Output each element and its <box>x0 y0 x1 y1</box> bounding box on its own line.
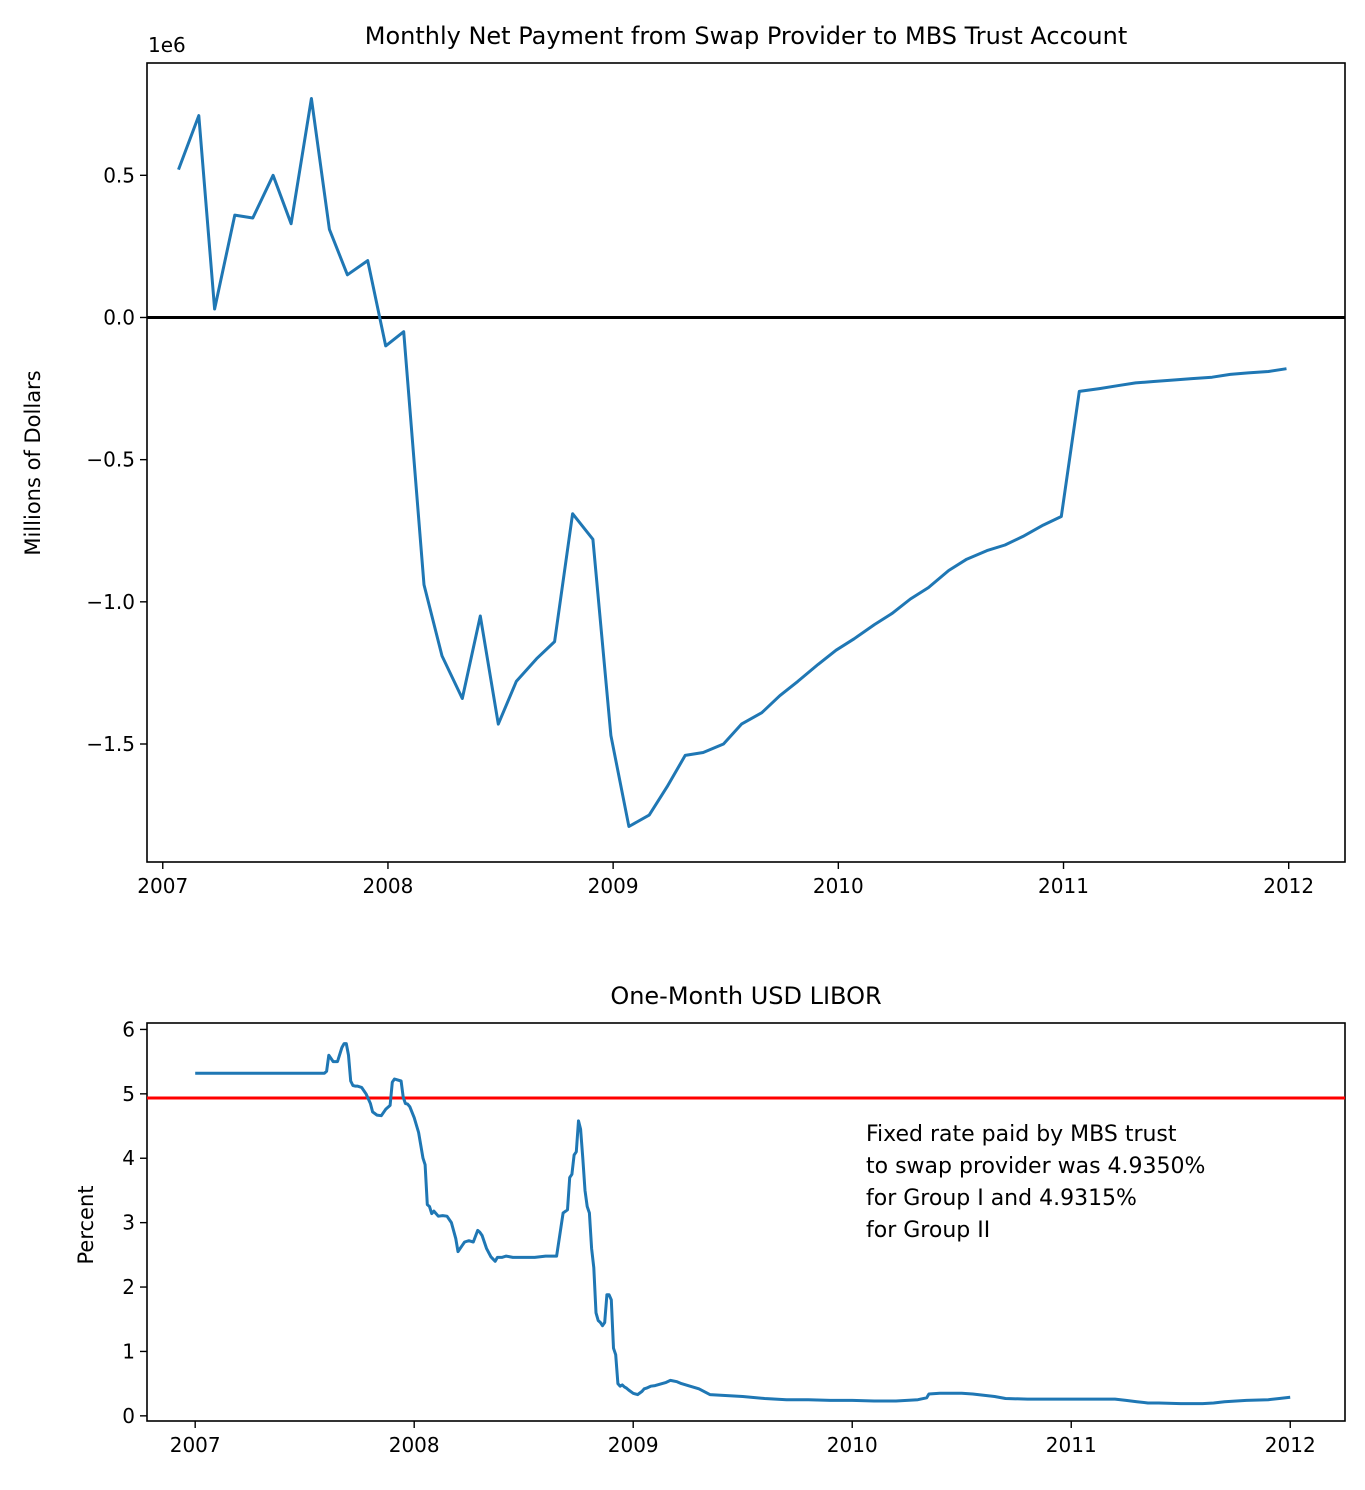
x-tick-label: 2008 <box>389 1433 440 1457</box>
y-tick-label: −1.0 <box>86 590 135 614</box>
y-tick-label: 6 <box>122 1017 135 1041</box>
y-axis-label: Percent <box>74 1185 98 1264</box>
x-tick-label: 2010 <box>827 1433 878 1457</box>
y-tick-label: 0.5 <box>103 163 135 187</box>
x-tick-label: 2012 <box>1265 1433 1316 1457</box>
y-tick-label: 0 <box>122 1404 135 1428</box>
y-tick-label: 0.0 <box>103 305 135 329</box>
x-tick-label: 2007 <box>137 874 188 898</box>
libor-chart: One-Month USD LIBOR Percent 2007 2008 2009… <box>74 982 1346 1457</box>
annotation-line: to swap provider was 4.9350% <box>866 1154 1205 1179</box>
y-tick-label: 5 <box>122 1082 135 1106</box>
y-tick-label: 1 <box>122 1339 135 1363</box>
net-payment-chart: Monthly Net Payment from Swap Provider t… <box>21 22 1346 898</box>
plot-area: 2007 2008 2009 2010 2011 2012 −1.5 −1.0 −0.5 0.0 0… <box>86 62 1346 898</box>
y-axis-label: Millions of Dollars <box>21 370 45 555</box>
x-tick-label: 2009 <box>588 874 639 898</box>
fixed-rate-annotation: Fixed rate paid by MBS trust to swap pro… <box>866 1122 1205 1243</box>
y-tick-label: 4 <box>122 1146 135 1170</box>
x-tick-label: 2008 <box>362 874 413 898</box>
x-tick-label: 2012 <box>1263 874 1314 898</box>
annotation-line: Fixed rate paid by MBS trust <box>866 1122 1177 1147</box>
y-offset-text: 1e6 <box>148 33 186 57</box>
x-tick-label: 2010 <box>813 874 864 898</box>
y-tick-label: 2 <box>122 1275 135 1299</box>
series-line <box>177 97 1287 828</box>
chart-title: One-Month USD LIBOR <box>610 982 881 1010</box>
axes-frame <box>146 62 1346 863</box>
annotation-line: for Group I and 4.9315% <box>866 1186 1137 1211</box>
y-tick-label: −0.5 <box>86 448 135 472</box>
x-tick-label: 2011 <box>1046 1433 1097 1457</box>
x-tick-label: 2007 <box>170 1433 221 1457</box>
axes-frame <box>146 1022 1346 1422</box>
y-tick-label: 3 <box>122 1211 135 1235</box>
x-tick-label: 2009 <box>608 1433 659 1457</box>
annotation-line: for Group II <box>866 1218 990 1243</box>
chart-title: Monthly Net Payment from Swap Provider t… <box>365 22 1128 50</box>
x-tick-label: 2011 <box>1038 874 1089 898</box>
series-line <box>195 1042 1291 1406</box>
y-tick-label: −1.5 <box>86 732 135 756</box>
